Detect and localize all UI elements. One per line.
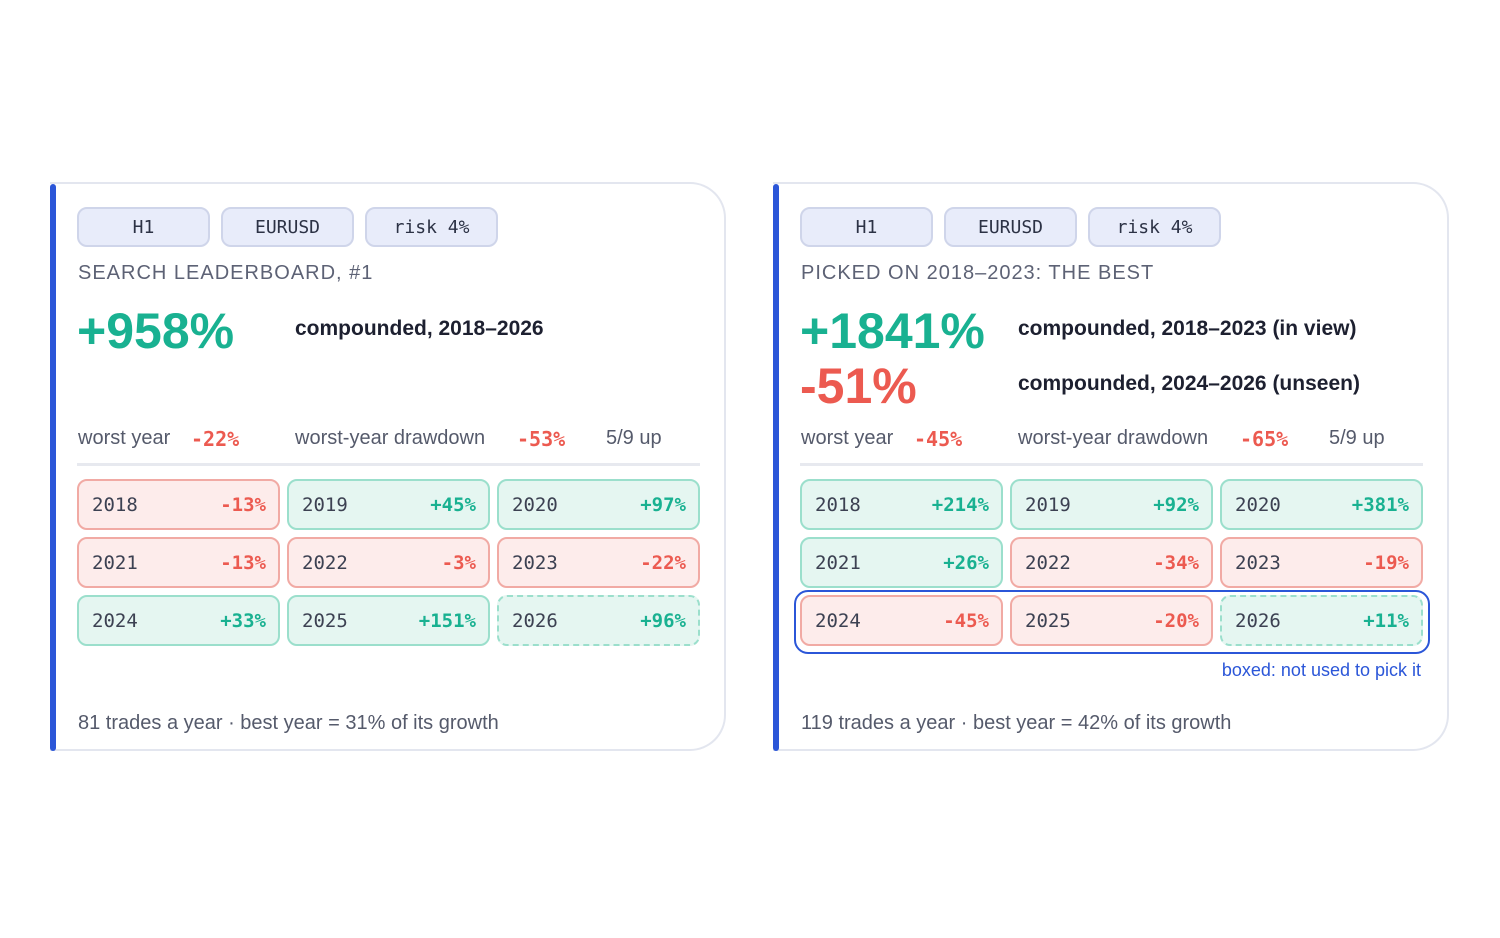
- year-label: 2019: [302, 493, 348, 516]
- tag-symbol: EURUSD: [944, 207, 1077, 247]
- year-label: 2024: [92, 609, 138, 632]
- year-label: 2025: [302, 609, 348, 632]
- year-cell-2020: 2020 +381%: [1220, 479, 1423, 530]
- unseen-years-box: [794, 590, 1430, 654]
- year-label: 2026: [512, 609, 558, 632]
- worst-year-value: -45%: [914, 427, 963, 451]
- year-label: 2025: [1025, 609, 1071, 632]
- year-cell-2025: 2025 -20%: [1010, 595, 1213, 646]
- drawdown-label: worst-year drawdown: [295, 427, 486, 449]
- card-footer: 119 trades a year · best year = 42% of i…: [801, 712, 1232, 734]
- year-label: 2024: [815, 609, 861, 632]
- year-label: 2018: [92, 493, 138, 516]
- year-label: 2023: [512, 551, 558, 574]
- year-return-value: +214%: [931, 493, 989, 516]
- year-label: 2021: [92, 551, 138, 574]
- year-cell-2021: 2021 +26%: [800, 537, 1003, 588]
- year-cell-2022: 2022 -3%: [287, 537, 490, 588]
- up-years-count: 5/9 up: [1329, 427, 1385, 449]
- year-label: 2022: [1025, 551, 1071, 574]
- year-return-value: +92%: [1153, 493, 1199, 516]
- year-return-value: +45%: [430, 493, 476, 516]
- year-return-value: +33%: [220, 609, 266, 632]
- headline-return-in-view: +1841%: [800, 303, 985, 359]
- card-accent-bar: [50, 184, 56, 751]
- year-return-value: +26%: [943, 551, 989, 574]
- tag-row: H1 EURUSD risk 4%: [800, 207, 1221, 247]
- up-years-count: 5/9 up: [606, 427, 662, 449]
- year-cell-2018: 2018 -13%: [77, 479, 280, 530]
- tag-timeframe: H1: [77, 207, 210, 247]
- divider: [77, 463, 700, 466]
- year-label: 2021: [815, 551, 861, 574]
- strategy-card-picked: H1 EURUSD risk 4% PICKED ON 2018–2023: T…: [773, 182, 1449, 751]
- tag-risk: risk 4%: [1088, 207, 1221, 247]
- tag-row: H1 EURUSD risk 4%: [77, 207, 498, 247]
- year-label: 2023: [1235, 551, 1281, 574]
- year-cell-2019: 2019 +92%: [1010, 479, 1213, 530]
- drawdown-value: -53%: [517, 427, 566, 451]
- yearly-returns-grid: 2018 +214% 2019 +92% 2020 +381% 2021 +26% 2022 -3…: [800, 479, 1423, 646]
- year-return-value: +381%: [1351, 493, 1409, 516]
- drawdown-label: worst-year drawdown: [1018, 427, 1209, 449]
- worst-year-label: worst year: [78, 427, 171, 449]
- headline-return-unseen: -51%: [800, 358, 917, 414]
- year-label: 2020: [512, 493, 558, 516]
- year-cell-2022: 2022 -34%: [1010, 537, 1213, 588]
- year-return-value: +97%: [640, 493, 686, 516]
- year-label: 2019: [1025, 493, 1071, 516]
- year-return-value: +151%: [418, 609, 476, 632]
- year-return-value: -20%: [1153, 609, 1199, 632]
- tag-timeframe: H1: [800, 207, 933, 247]
- divider: [800, 463, 1423, 466]
- year-cell-2018: 2018 +214%: [800, 479, 1003, 530]
- worst-year-value: -22%: [191, 427, 240, 451]
- year-cell-2024: 2024 -45%: [800, 595, 1003, 646]
- year-return-value: -3%: [441, 551, 476, 574]
- year-cell-2020: 2020 +97%: [497, 479, 700, 530]
- year-label: 2026: [1235, 609, 1281, 632]
- year-return-value: -34%: [1153, 551, 1199, 574]
- card-accent-bar: [773, 184, 779, 751]
- card-footer: 81 trades a year · best year = 31% of it…: [78, 712, 499, 734]
- yearly-returns-grid: 2018 -13% 2019 +45% 2020 +97% 2021 -13% 2022 -3% 2…: [77, 479, 700, 646]
- headline-description: compounded, 2018–2026: [295, 317, 544, 340]
- year-return-value: -45%: [943, 609, 989, 632]
- year-label: 2018: [815, 493, 861, 516]
- strategy-card-leaderboard: H1 EURUSD risk 4% SEARCH LEADERBOARD, #1…: [50, 182, 726, 751]
- tag-risk: risk 4%: [365, 207, 498, 247]
- card-subtitle: SEARCH LEADERBOARD, #1: [78, 262, 374, 284]
- year-cell-2021: 2021 -13%: [77, 537, 280, 588]
- year-cell-2023: 2023 -22%: [497, 537, 700, 588]
- year-cell-2023: 2023 -19%: [1220, 537, 1423, 588]
- year-cell-2026: 2026 +96%: [497, 595, 700, 646]
- headline-description-in-view: compounded, 2018–2023 (in view): [1018, 317, 1357, 340]
- year-return-value: -19%: [1363, 551, 1409, 574]
- year-cell-2024: 2024 +33%: [77, 595, 280, 646]
- year-cell-2026: 2026 +11%: [1220, 595, 1423, 646]
- tag-symbol: EURUSD: [221, 207, 354, 247]
- year-return-value: -13%: [220, 551, 266, 574]
- year-cell-2025: 2025 +151%: [287, 595, 490, 646]
- headline-description-unseen: compounded, 2024–2026 (unseen): [1018, 372, 1360, 395]
- headline-return: +958%: [77, 303, 235, 359]
- year-label: 2022: [302, 551, 348, 574]
- year-return-value: -22%: [640, 551, 686, 574]
- year-return-value: +96%: [640, 609, 686, 632]
- year-return-value: +11%: [1363, 609, 1409, 632]
- year-cell-2019: 2019 +45%: [287, 479, 490, 530]
- drawdown-value: -65%: [1240, 427, 1289, 451]
- worst-year-label: worst year: [801, 427, 894, 449]
- card-subtitle: PICKED ON 2018–2023: THE BEST: [801, 262, 1155, 284]
- unseen-years-note: boxed: not used to pick it: [1221, 660, 1421, 680]
- year-return-value: -13%: [220, 493, 266, 516]
- year-label: 2020: [1235, 493, 1281, 516]
